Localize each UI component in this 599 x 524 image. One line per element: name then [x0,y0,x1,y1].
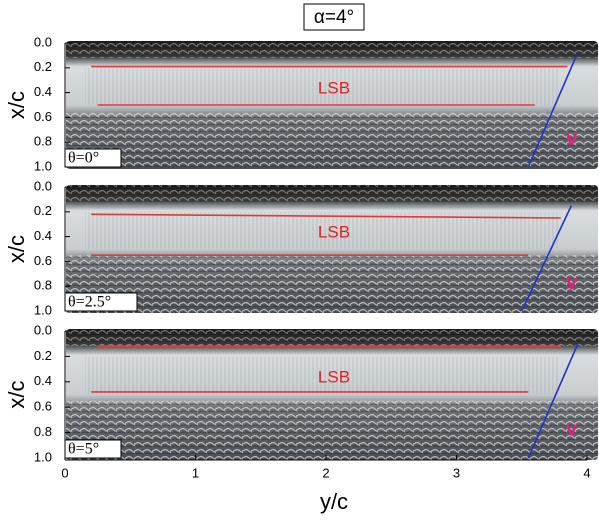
texture-top [66,185,598,202]
chart-title: α=4° [314,7,354,28]
angle-label: θ=2.5° [68,294,111,311]
velocity-label: v [566,128,578,150]
texture-top [66,329,598,347]
x-tick-label: 0 [61,465,68,480]
marker-line [527,55,578,168]
y-tick-label: 0.2 [34,59,52,74]
texture [66,255,598,313]
angle-box [64,292,138,312]
y-tick-label: 1.0 [34,158,52,173]
velocity-label: v [566,418,578,440]
marker-line [527,343,579,459]
texture [66,400,598,460]
y-tick-label: 0.6 [34,253,52,268]
y-tick-label: 0.0 [34,322,52,337]
y-tick-label: 0.8 [34,278,52,293]
y-tick-label: 0.2 [34,348,52,363]
angle-label: θ=0° [68,150,99,167]
streaks [85,67,558,105]
region-label: LSB [318,78,350,97]
angle-box [64,439,122,459]
y-tick-label: 0.4 [34,228,52,243]
marker-line [91,213,561,219]
texture-top [66,41,598,58]
y-tick-label: 0.4 [34,84,52,99]
streaks [85,356,558,395]
y-tick-label: 0.2 [34,203,52,218]
x-tick-label: 2 [322,465,329,480]
y-axis-label: x/c [4,380,29,408]
y-axis-label: x/c [4,91,29,119]
y-tick-label: 0.8 [34,134,52,149]
y-tick-label: 0.0 [34,34,52,49]
y-tick-label: 0.6 [34,109,52,124]
y-tick-label: 1.0 [34,449,52,464]
x-tick-label: 1 [192,465,199,480]
x-axis-label: y/c [320,489,348,514]
x-tick-label: 3 [453,465,460,480]
y-tick-label: 0.6 [34,399,52,414]
velocity-label: v [566,272,578,294]
y-tick-label: 0.4 [34,373,52,388]
y-tick-label: 1.0 [34,302,52,317]
region-label: LSB [318,222,350,241]
title-box [303,3,365,31]
marker-line [521,205,573,312]
y-tick-label: 0.8 [34,424,52,439]
angle-label: θ=5° [68,441,99,458]
texture [66,111,598,169]
region-label: LSB [318,367,350,386]
x-tick-label: 4 [583,465,590,480]
angle-box [64,148,122,168]
y-tick-label: 0.0 [34,178,52,193]
y-axis-label: x/c [4,235,29,263]
